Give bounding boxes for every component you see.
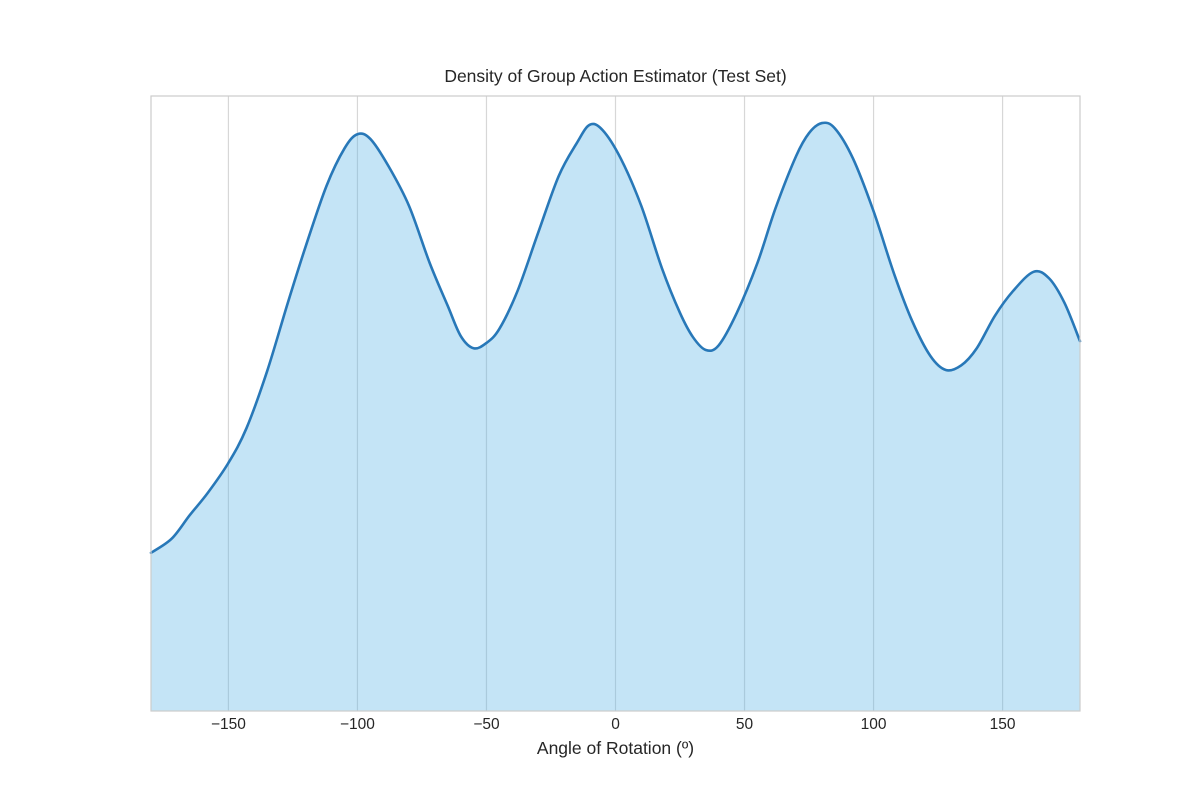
plot-border [150,95,1081,712]
density-line [149,121,1082,555]
x-tick-label: 50 [735,716,754,733]
x-tick-label: −150 [210,716,246,733]
chart-title: Density of Group Action Estimator (Test … [444,66,787,86]
x-tick-label: −50 [473,716,500,733]
x-axis-label: Angle of Rotation (º) [536,738,695,758]
x-tick-label: 100 [860,716,887,733]
x-tick-label: 0 [611,716,620,733]
x-tick-label: −100 [339,716,375,733]
density-area [151,122,1080,711]
x-tick-label: 150 [989,716,1016,733]
